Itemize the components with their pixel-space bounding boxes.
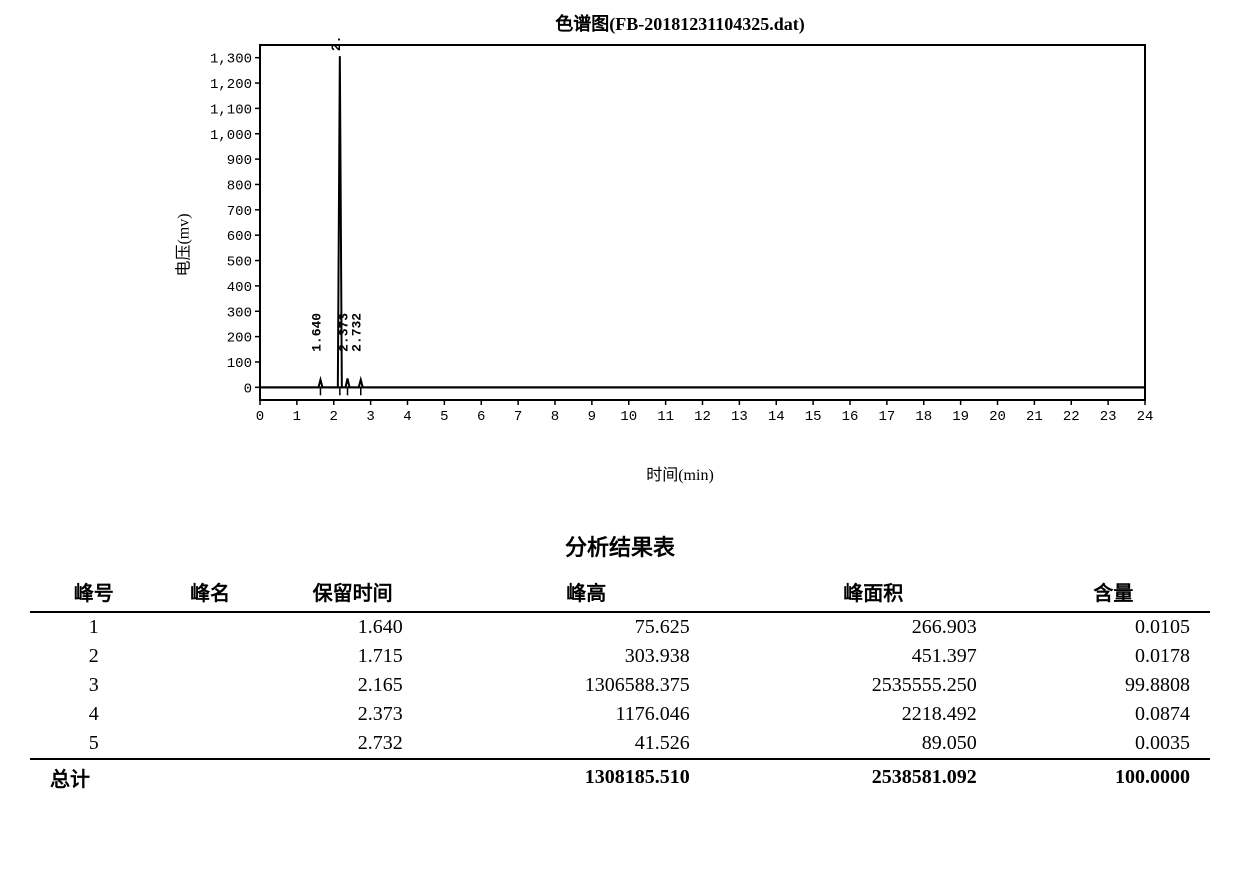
table-cell: 4 xyxy=(30,700,158,729)
svg-text:4: 4 xyxy=(403,409,411,425)
table-cell: 1.640 xyxy=(263,612,443,642)
col-header: 含量 xyxy=(1017,572,1210,612)
table-cell: 0.0035 xyxy=(1017,729,1210,759)
svg-text:2.732: 2.732 xyxy=(350,313,365,352)
col-header: 峰面积 xyxy=(730,572,1017,612)
svg-text:200: 200 xyxy=(227,331,252,347)
table-cell: 89.050 xyxy=(730,729,1017,759)
table-row: 3 2.1651306588.3752535555.25099.8808 xyxy=(30,671,1210,700)
totals-row: 总计 1308185.5102538581.092100.0000 xyxy=(30,759,1210,795)
svg-text:1: 1 xyxy=(293,409,301,425)
totals-cell xyxy=(158,759,263,795)
results-table-section: 分析结果表 峰号峰名保留时间峰高峰面积含量 1 1.64075.625266.90… xyxy=(0,530,1240,795)
svg-text:17: 17 xyxy=(878,409,895,425)
svg-text:0: 0 xyxy=(256,409,264,425)
svg-text:8: 8 xyxy=(551,409,559,425)
table-cell: 303.938 xyxy=(443,642,730,671)
col-header: 保留时间 xyxy=(263,572,443,612)
table-cell: 0.0105 xyxy=(1017,612,1210,642)
table-cell xyxy=(158,642,263,671)
totals-cell: 100.0000 xyxy=(1017,759,1210,795)
table-cell xyxy=(158,612,263,642)
table-cell xyxy=(158,671,263,700)
table-cell: 75.625 xyxy=(443,612,730,642)
svg-text:24: 24 xyxy=(1137,409,1154,425)
table-cell: 2.373 xyxy=(263,700,443,729)
svg-text:100: 100 xyxy=(227,356,252,372)
svg-text:400: 400 xyxy=(227,280,252,296)
svg-text:12: 12 xyxy=(694,409,711,425)
svg-text:700: 700 xyxy=(227,204,252,220)
table-cell: 0.0874 xyxy=(1017,700,1210,729)
svg-text:800: 800 xyxy=(227,178,252,194)
table-cell: 99.8808 xyxy=(1017,671,1210,700)
table-cell: 3 xyxy=(30,671,158,700)
svg-text:11: 11 xyxy=(657,409,674,425)
svg-text:6: 6 xyxy=(477,409,485,425)
table-cell: 2.732 xyxy=(263,729,443,759)
svg-text:14: 14 xyxy=(768,409,785,425)
totals-cell: 2538581.092 xyxy=(730,759,1017,795)
svg-text:22: 22 xyxy=(1063,409,1080,425)
results-table: 峰号峰名保留时间峰高峰面积含量 1 1.64075.625266.9030.010… xyxy=(30,572,1210,795)
table-cell: 266.903 xyxy=(730,612,1017,642)
svg-text:300: 300 xyxy=(227,305,252,321)
svg-text:1,100: 1,100 xyxy=(210,102,252,118)
svg-text:0: 0 xyxy=(244,381,252,397)
table-row: 1 1.64075.625266.9030.0105 xyxy=(30,612,1210,642)
chart-plot: 01002003004005006007008009001,0001,1001,… xyxy=(205,35,1155,435)
table-cell xyxy=(158,700,263,729)
svg-text:900: 900 xyxy=(227,153,252,169)
chart-title: 色谱图(FB-20181231104325.dat) xyxy=(180,10,1180,36)
table-cell: 2.165 xyxy=(263,671,443,700)
svg-text:500: 500 xyxy=(227,255,252,271)
table-cell: 0.0178 xyxy=(1017,642,1210,671)
table-cell: 5 xyxy=(30,729,158,759)
svg-text:21: 21 xyxy=(1026,409,1043,425)
svg-text:20: 20 xyxy=(989,409,1006,425)
table-row: 2 1.715303.938451.3970.0178 xyxy=(30,642,1210,671)
svg-text:13: 13 xyxy=(731,409,748,425)
svg-text:16: 16 xyxy=(842,409,859,425)
table-cell: 2 xyxy=(30,642,158,671)
table-row: 4 2.3731176.0462218.4920.0874 xyxy=(30,700,1210,729)
table-cell: 1306588.375 xyxy=(443,671,730,700)
svg-text:19: 19 xyxy=(952,409,969,425)
table-cell: 2218.492 xyxy=(730,700,1017,729)
svg-text:1.640: 1.640 xyxy=(309,313,324,352)
y-axis-label: 电压(mv) xyxy=(170,213,194,276)
totals-cell: 1308185.510 xyxy=(443,759,730,795)
svg-text:1,200: 1,200 xyxy=(210,77,252,93)
svg-text:7: 7 xyxy=(514,409,522,425)
table-row: 5 2.73241.52689.0500.0035 xyxy=(30,729,1210,759)
totals-cell xyxy=(263,759,443,795)
svg-text:23: 23 xyxy=(1100,409,1117,425)
table-cell: 451.397 xyxy=(730,642,1017,671)
table-cell: 1176.046 xyxy=(443,700,730,729)
col-header: 峰名 xyxy=(158,572,263,612)
table-cell xyxy=(158,729,263,759)
svg-text:10: 10 xyxy=(620,409,637,425)
table-cell: 2535555.250 xyxy=(730,671,1017,700)
svg-text:2: 2 xyxy=(330,409,338,425)
chromatogram-chart: 色谱图(FB-20181231104325.dat) 电压(mv) 010020… xyxy=(180,10,1180,480)
table-cell: 1 xyxy=(30,612,158,642)
svg-text:600: 600 xyxy=(227,229,252,245)
col-header: 峰号 xyxy=(30,572,158,612)
svg-text:2.165: 2.165 xyxy=(329,35,344,51)
col-header: 峰高 xyxy=(443,572,730,612)
svg-text:1,000: 1,000 xyxy=(210,128,252,144)
x-axis-label: 时间(min) xyxy=(180,461,1180,485)
svg-text:3: 3 xyxy=(366,409,374,425)
svg-text:5: 5 xyxy=(440,409,448,425)
svg-text:15: 15 xyxy=(805,409,822,425)
svg-text:9: 9 xyxy=(588,409,596,425)
svg-text:1,300: 1,300 xyxy=(210,52,252,68)
svg-text:18: 18 xyxy=(915,409,932,425)
table-cell: 41.526 xyxy=(443,729,730,759)
table-cell: 1.715 xyxy=(263,642,443,671)
totals-cell: 总计 xyxy=(30,759,158,795)
table-title: 分析结果表 xyxy=(30,530,1210,562)
